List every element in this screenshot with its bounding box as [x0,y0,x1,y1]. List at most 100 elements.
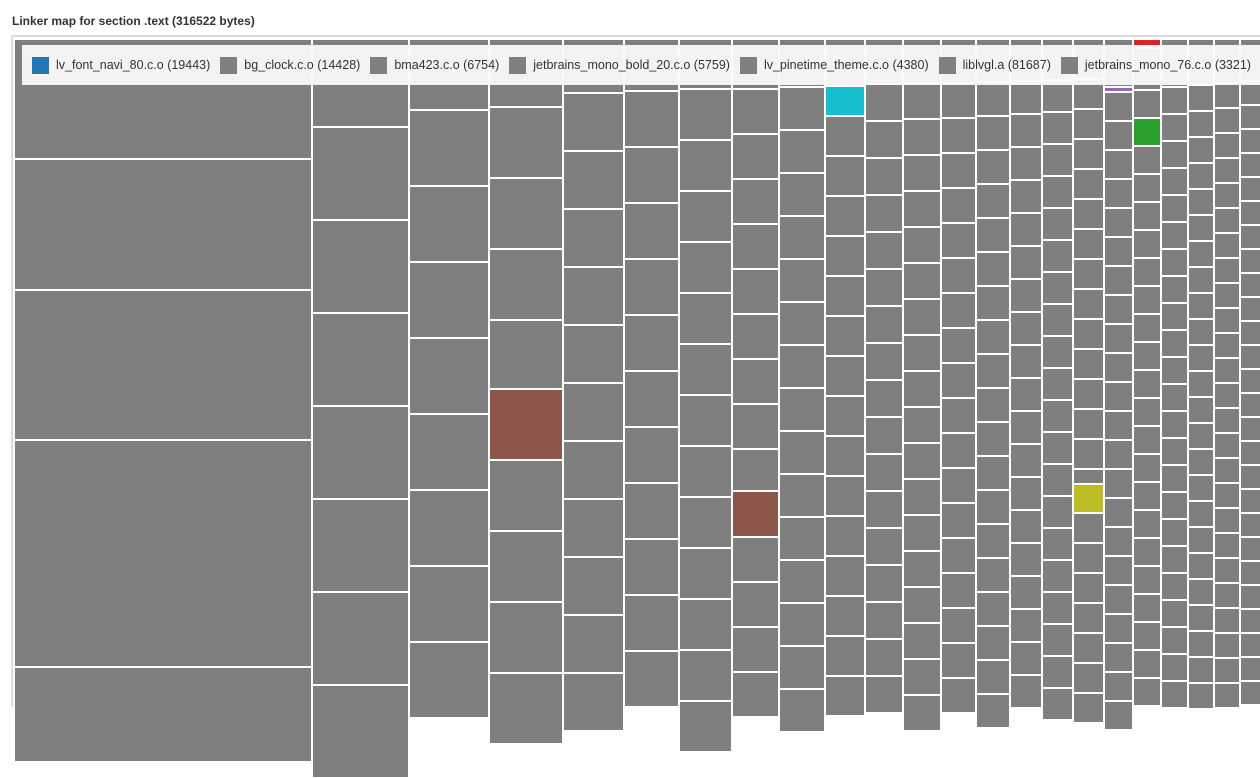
treemap-cell[interactable] [1188,293,1214,319]
treemap-cell[interactable] [1188,423,1214,449]
treemap-cell[interactable] [1214,283,1240,308]
treemap-cell[interactable] [1073,573,1104,603]
treemap-cell[interactable] [409,262,489,338]
treemap-cell[interactable] [1240,369,1260,393]
treemap-cell[interactable] [1073,169,1104,199]
treemap-cell[interactable] [1214,333,1240,358]
treemap-cell[interactable] [679,497,732,548]
treemap-cell[interactable] [1214,258,1240,283]
treemap-cell[interactable] [903,299,941,335]
treemap-cell[interactable] [865,380,903,417]
treemap-cell[interactable] [903,83,941,119]
treemap-cell[interactable] [732,404,779,449]
treemap-cell[interactable] [409,490,489,566]
treemap-cell[interactable] [976,150,1010,184]
treemap-cell[interactable] [865,528,903,565]
treemap-cell[interactable] [489,531,563,602]
treemap-cell[interactable] [1161,303,1188,330]
treemap-cell[interactable] [1104,672,1133,701]
treemap-cell[interactable] [1214,308,1240,333]
treemap-cell[interactable] [941,573,976,608]
treemap-cell[interactable] [825,316,865,356]
treemap-cell[interactable] [1214,358,1240,383]
treemap-cell[interactable] [679,548,732,599]
treemap-cell[interactable] [624,147,679,203]
treemap-cell[interactable] [1188,657,1214,683]
treemap-cell[interactable] [865,195,903,232]
treemap-cell[interactable] [563,267,624,325]
treemap-cell[interactable] [976,82,1010,116]
treemap-cell[interactable] [1214,158,1240,183]
treemap-cell[interactable] [1188,241,1214,267]
treemap-cell[interactable] [489,460,563,531]
treemap-cell[interactable] [1073,484,1104,513]
treemap-cell[interactable] [1188,85,1214,111]
treemap-cell[interactable] [903,659,941,695]
treemap-cell[interactable] [679,140,732,191]
treemap-cell[interactable] [976,592,1010,626]
treemap-cell[interactable] [903,407,941,443]
treemap-cell[interactable] [825,196,865,236]
treemap-cell[interactable] [732,269,779,314]
treemap-cell[interactable] [1188,449,1214,475]
treemap-cell[interactable] [865,232,903,269]
treemap-cell[interactable] [1240,633,1260,657]
treemap-cell[interactable] [825,356,865,396]
treemap-cell[interactable] [825,636,865,676]
treemap-cell[interactable] [903,371,941,407]
treemap-cell[interactable] [624,539,679,595]
treemap-cell[interactable] [1133,398,1161,426]
treemap-cell[interactable] [312,127,409,220]
treemap-cell[interactable] [941,328,976,363]
treemap-cell[interactable] [1104,614,1133,643]
treemap-cell[interactable] [779,173,825,216]
treemap-cell[interactable] [1240,129,1260,153]
treemap-cell[interactable] [1161,141,1188,168]
treemap-cell[interactable] [1042,304,1073,336]
treemap-cell[interactable] [865,602,903,639]
treemap-cell[interactable] [1133,510,1161,538]
treemap-cell[interactable] [1010,609,1042,642]
treemap-cell[interactable] [1188,579,1214,605]
treemap-cell[interactable] [1042,624,1073,656]
treemap-cell[interactable] [1073,139,1104,169]
treemap-cell[interactable] [679,293,732,344]
treemap-cell[interactable] [1240,561,1260,585]
treemap-cell[interactable] [1133,538,1161,566]
treemap-cell[interactable] [865,269,903,306]
treemap-cell[interactable] [825,516,865,556]
treemap-cell[interactable] [1010,411,1042,444]
treemap-cell[interactable] [865,565,903,602]
treemap-cell[interactable] [1042,368,1073,400]
treemap-cell[interactable] [624,595,679,651]
treemap-cell[interactable] [1188,475,1214,501]
treemap-cell[interactable] [1161,330,1188,357]
treemap-cell[interactable] [679,191,732,242]
treemap-cell[interactable] [779,603,825,646]
treemap-cell[interactable] [1161,438,1188,465]
treemap-cell[interactable] [1161,573,1188,600]
treemap-cell[interactable] [903,443,941,479]
treemap-cell[interactable] [1161,492,1188,519]
treemap-cell[interactable] [1104,411,1133,440]
treemap-cell[interactable] [1214,433,1240,458]
treemap-cell[interactable] [865,84,903,121]
treemap-cell[interactable] [941,433,976,468]
treemap-cell[interactable] [976,558,1010,592]
treemap-cell[interactable] [1188,267,1214,293]
treemap-cell[interactable] [1214,608,1240,633]
treemap-cell[interactable] [1214,533,1240,558]
treemap-cell[interactable] [563,557,624,615]
treemap-cell[interactable] [1240,465,1260,489]
treemap-cell[interactable] [903,155,941,191]
treemap-cell[interactable] [903,227,941,263]
treemap-cell[interactable] [732,359,779,404]
treemap-cell[interactable] [941,503,976,538]
treemap-cell[interactable] [1188,189,1214,215]
treemap-cell[interactable] [903,335,941,371]
treemap-cell[interactable] [1214,208,1240,233]
treemap-cell[interactable] [1188,137,1214,163]
treemap-cell[interactable] [563,209,624,267]
treemap-cell[interactable] [489,320,563,389]
treemap-cell[interactable] [976,524,1010,558]
